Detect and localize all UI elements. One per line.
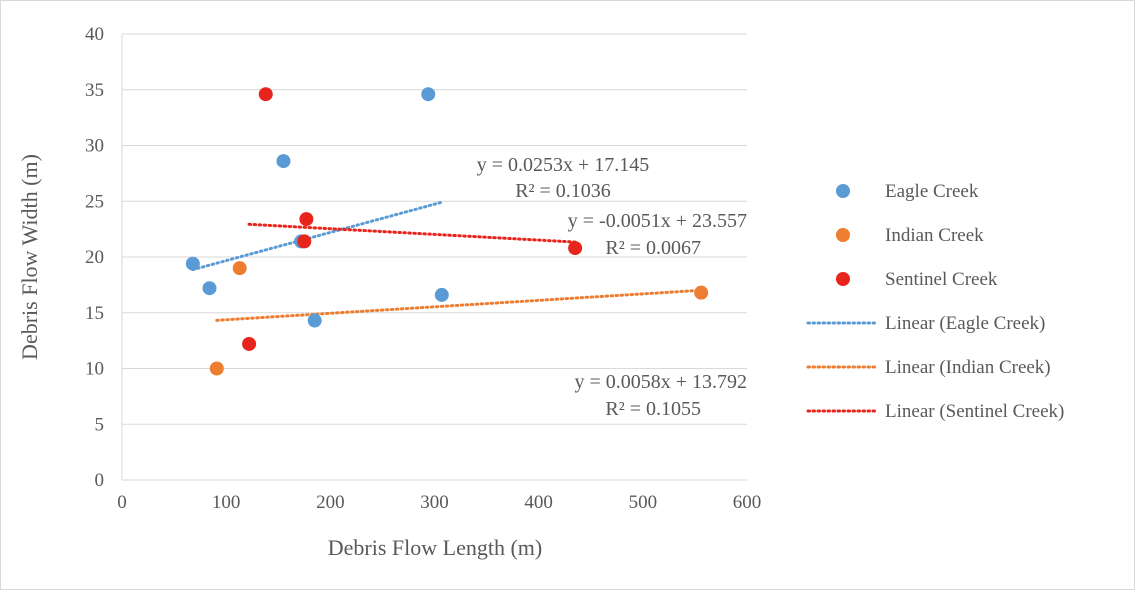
legend-marker (836, 228, 850, 242)
trendline-r-squared: R² = 0.1055 (605, 398, 701, 420)
trendline-equation: y = -0.0051x + 23.557 (568, 210, 747, 232)
data-point (232, 261, 247, 276)
data-points (185, 87, 709, 376)
trendline (247, 222, 577, 244)
y-tick-label: 25 (85, 191, 104, 212)
trendline-r-squared: R² = 0.0067 (605, 237, 701, 259)
trendline-r-squared: R² = 0.1036 (515, 180, 611, 202)
data-point (421, 87, 436, 102)
y-tick-label: 20 (85, 247, 104, 268)
data-point (434, 287, 449, 302)
legend-label: Eagle Creek (885, 181, 979, 202)
y-tick-label: 40 (85, 24, 104, 45)
data-point (307, 313, 322, 328)
legend-marker (836, 184, 850, 198)
legend-label: Sentinel Creek (885, 269, 998, 290)
data-point (297, 234, 312, 249)
trendlines (191, 200, 703, 322)
x-tick-label: 600 (733, 492, 762, 513)
data-point (276, 154, 291, 169)
trendline (215, 288, 703, 322)
y-tick-label: 0 (95, 470, 105, 491)
data-point (209, 361, 224, 376)
legend-marker (836, 272, 850, 286)
legend-label: Linear (Indian Creek) (885, 357, 1051, 378)
data-point (258, 87, 273, 102)
y-tick-label: 15 (85, 303, 104, 324)
x-tick-label: 300 (420, 492, 449, 513)
x-tick-label: 400 (524, 492, 553, 513)
trendline-equation: y = 0.0058x + 13.792 (574, 371, 747, 393)
trendline-equation: y = 0.0253x + 17.145 (477, 154, 650, 176)
gridlines (121, 33, 747, 481)
data-point (568, 241, 583, 256)
legend: Eagle Creek Indian Creek Sentinel Creek Lin… (806, 181, 1064, 422)
data-point (299, 212, 314, 227)
data-point (185, 256, 200, 271)
data-point (202, 281, 217, 296)
data-point (242, 336, 257, 351)
legend-label: Indian Creek (885, 225, 984, 246)
trendline (191, 200, 444, 272)
y-axis-title: Debris Flow Width (m) (17, 154, 42, 360)
y-tick-label: 10 (85, 359, 104, 380)
legend-label: Linear (Eagle Creek) (885, 313, 1045, 334)
trendline-equations: y = 0.0253x + 17.145 R² = 0.1036 y = 0.005… (477, 154, 747, 420)
x-axis-title: Debris Flow Length (m) (328, 535, 542, 560)
x-tick-label: 500 (629, 492, 658, 513)
x-tick-label: 100 (212, 492, 241, 513)
y-tick-label: 35 (85, 80, 104, 101)
x-tick-label: 0 (117, 492, 127, 513)
data-point (694, 285, 709, 300)
y-tick-label: 5 (95, 414, 105, 435)
x-tick-label: 200 (316, 492, 345, 513)
legend-label: Linear (Sentinel Creek) (885, 401, 1064, 422)
y-tick-label: 30 (85, 136, 104, 157)
